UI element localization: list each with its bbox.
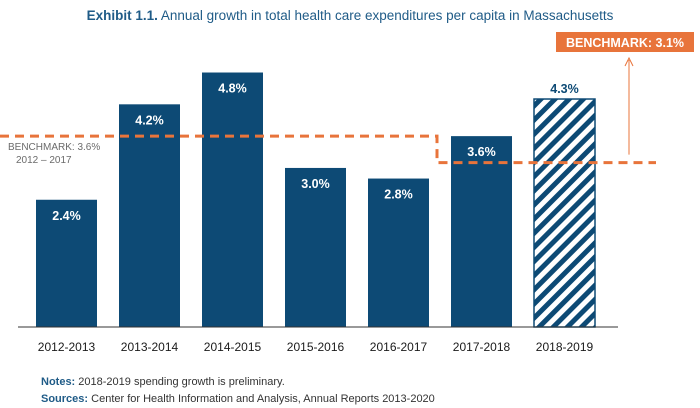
notes-label: Notes: xyxy=(41,376,76,388)
bar-2018-2019 xyxy=(533,98,596,328)
chart-title: Exhibit 1.1. Annual growth in total heal… xyxy=(0,8,700,23)
bar-2017-2018 xyxy=(451,136,512,327)
chart-title-exhibit: Exhibit 1.1. xyxy=(86,8,158,23)
sources-line: Sources: Center for Health Information a… xyxy=(41,391,435,408)
bar-2016-2017 xyxy=(368,178,429,327)
category-label: 2013-2014 xyxy=(121,340,179,354)
bar-value-label: 3.0% xyxy=(301,177,330,191)
chart-title-text: Annual growth in total health care expen… xyxy=(160,8,614,23)
bar-value-label: 3.6% xyxy=(467,145,496,159)
category-label: 2012-2013 xyxy=(38,340,96,354)
bar-2013-2014 xyxy=(119,104,180,327)
bar-chart: 2.4% 2012-2013 4.2% 2013-2014 4.8% 2014-2015 3… xyxy=(0,32,694,354)
benchmark-label-2012-2017: BENCHMARK: 3.6% xyxy=(8,142,100,153)
footnotes: Notes: 2018-2019 spending growth is prel… xyxy=(41,374,435,408)
bar-value-label: 2.4% xyxy=(52,209,81,223)
category-label: 2014-2015 xyxy=(204,340,262,354)
notes-text: 2018-2019 spending growth is preliminary… xyxy=(78,376,285,388)
sources-text: Center for Health Information and Analys… xyxy=(91,393,435,405)
notes-line: Notes: 2018-2019 spending growth is prel… xyxy=(41,374,435,391)
sources-label: Sources: xyxy=(41,393,89,405)
category-label: 2017-2018 xyxy=(453,340,511,354)
benchmark-line xyxy=(0,134,656,165)
bar-2012-2013 xyxy=(36,199,97,327)
benchmark-callout-box xyxy=(556,32,694,52)
benchmark-period-label: 2012 – 2017 xyxy=(16,155,72,166)
benchmark-callout-label: BENCHMARK: 3.1% xyxy=(566,36,684,50)
category-label: 2015-2016 xyxy=(287,340,345,354)
benchmark-arrow-head xyxy=(624,56,634,67)
category-label: 2016-2017 xyxy=(370,340,428,354)
category-label: 2018-2019 xyxy=(536,340,594,354)
bar-2014-2015 xyxy=(202,72,263,328)
bar-value-label: 4.8% xyxy=(218,82,247,96)
bar-value-label: 2.8% xyxy=(384,188,413,202)
bar-2015-2016 xyxy=(285,167,346,327)
bar-value-label: 4.2% xyxy=(135,113,164,127)
bar-value-label: 4.3% xyxy=(550,82,579,96)
